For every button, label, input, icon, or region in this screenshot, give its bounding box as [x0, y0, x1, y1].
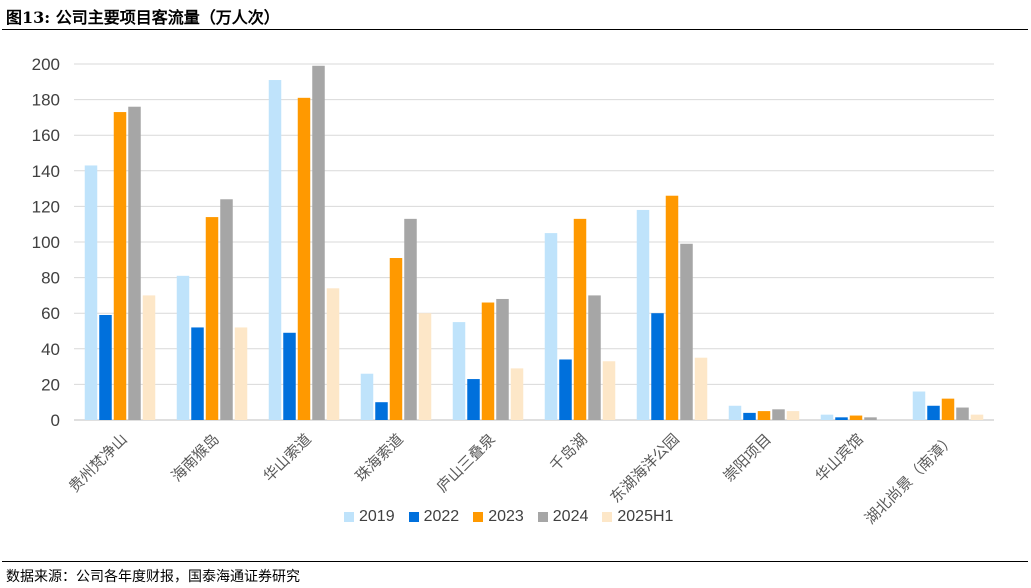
legend-swatch: [602, 512, 613, 522]
x-tick-label: 贵州梵净山: [65, 430, 131, 496]
bar-2022: [99, 314, 112, 420]
y-tick-label: 140: [32, 162, 60, 181]
y-tick-label: 0: [51, 411, 60, 430]
bar-2024: [220, 199, 233, 420]
bar-2019: [912, 391, 926, 420]
bar-2025H1: [142, 295, 156, 420]
legend-item: 2019: [344, 508, 395, 526]
legend-label: 2022: [423, 508, 460, 525]
bar-2025H1: [234, 327, 248, 420]
bar-2022: [467, 379, 480, 420]
y-tick-label: 160: [32, 126, 60, 145]
legend-swatch: [537, 512, 548, 522]
bar-2024: [680, 243, 693, 420]
bar-2019: [820, 414, 834, 420]
y-tick-label: 200: [32, 55, 60, 74]
bar-2022: [559, 359, 572, 420]
legend-swatch: [473, 512, 484, 522]
legend-item: 2024: [537, 508, 589, 526]
bar-2019: [360, 373, 374, 420]
x-tick-label: 珠海索道: [352, 430, 407, 485]
bar-2024: [496, 298, 509, 420]
bar-2019: [544, 233, 558, 420]
bar-2023: [941, 398, 955, 420]
bar-2022: [191, 327, 204, 420]
bar-2022: [651, 313, 664, 420]
bar-2022: [283, 332, 296, 420]
bar-2019: [268, 80, 282, 421]
figure-title: 图13: 公司主要项目客流量（万人次）: [6, 8, 280, 27]
y-tick-label: 100: [32, 233, 60, 252]
y-tick-label: 120: [32, 197, 60, 216]
bar-2019: [84, 165, 98, 420]
legend-label: 2025H1: [617, 508, 674, 525]
chart-legend: 2019 2022 2023 2024 2025H1: [344, 508, 673, 526]
x-tick-label: 崇阳项目: [720, 430, 775, 485]
bar-2023: [757, 411, 771, 420]
bar-2019: [176, 275, 190, 420]
legend-label: 2024: [552, 508, 589, 525]
x-tick-label: 海南猴岛: [168, 430, 223, 485]
y-tick-label: 180: [32, 91, 60, 110]
legend-item: 2023: [473, 508, 524, 526]
bar-2019: [636, 209, 650, 420]
bar-2023: [481, 302, 495, 420]
x-tick-label: 东湖海洋公园: [606, 430, 682, 506]
bar-2023: [113, 112, 127, 420]
legend-swatch: [408, 512, 419, 522]
y-tick-label: 40: [41, 340, 60, 359]
source-note: 数据来源：公司各年度财报，国泰海通证券研究: [6, 569, 300, 585]
bar-2025H1: [418, 313, 432, 420]
bar-2023: [389, 258, 403, 420]
bar-2025H1: [786, 411, 800, 420]
legend-item: 2022: [408, 508, 460, 526]
bar-2022: [927, 405, 940, 420]
x-tick-label: 千岛湖: [546, 430, 591, 475]
bar-chart: 0 20 40 60 80 100 120 140 160 180 200 贵州梵净山 海南猴岛 华山索…: [32, 55, 994, 528]
bar-2024: [864, 417, 877, 420]
bar-2019: [728, 405, 742, 420]
legend-label: 2019: [359, 508, 395, 525]
legend-item: 2025H1: [602, 508, 673, 526]
bar-2024: [772, 409, 785, 420]
y-tick-label: 80: [41, 269, 60, 288]
bar-2023: [849, 415, 863, 420]
legend-swatch: [344, 512, 354, 522]
bar-2022: [375, 402, 388, 420]
x-tick-label: 华山宾馆: [812, 430, 867, 485]
y-tick-label: 20: [41, 375, 60, 394]
x-tick-label: 华山索道: [260, 430, 315, 485]
bar-2024: [588, 295, 601, 420]
bar-2025H1: [602, 361, 616, 420]
bar-2022: [743, 412, 756, 420]
bar-2025H1: [694, 357, 708, 420]
bar-2025H1: [326, 288, 340, 420]
bars: [84, 65, 984, 421]
x-tick-label: 湖北尚景（南漳）: [861, 430, 959, 528]
y-axis-ticks: 0 20 40 60 80 100 120 140 160 180 200: [32, 55, 60, 430]
y-tick-label: 60: [41, 304, 60, 323]
bar-2023: [205, 217, 219, 420]
bar-2019: [452, 322, 466, 420]
x-tick-label: 庐山三叠泉: [433, 430, 499, 496]
bar-2025H1: [970, 414, 984, 420]
title-rule: [2, 29, 1028, 30]
bar-2024: [404, 218, 417, 420]
bar-2022: [835, 417, 848, 420]
legend-label: 2023: [488, 508, 524, 525]
bar-2024: [128, 106, 141, 420]
bar-2024: [956, 407, 969, 420]
bar-2024: [312, 65, 325, 420]
bar-2025H1: [510, 368, 524, 420]
source-rule: [2, 561, 1028, 562]
bar-2023: [665, 195, 679, 420]
bar-2023: [297, 97, 311, 420]
bar-2023: [573, 218, 587, 420]
